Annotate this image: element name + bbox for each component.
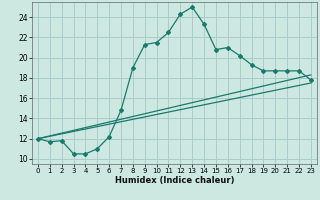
X-axis label: Humidex (Indice chaleur): Humidex (Indice chaleur): [115, 176, 234, 185]
